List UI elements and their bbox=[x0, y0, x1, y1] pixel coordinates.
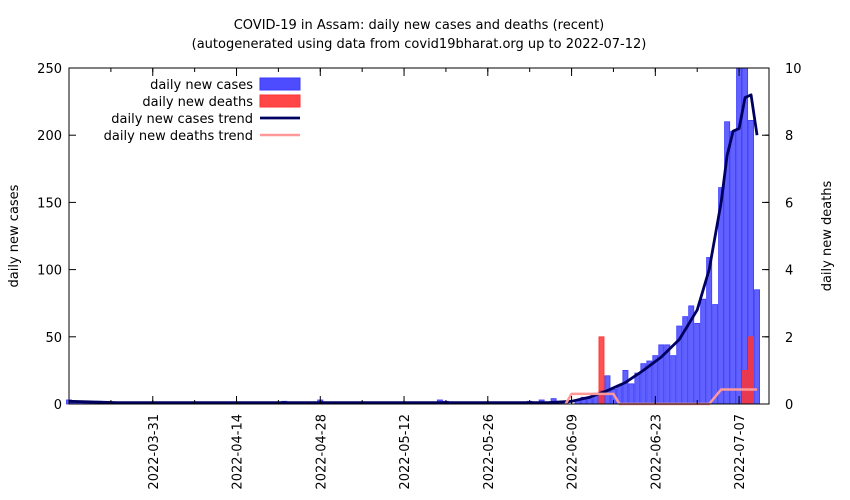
y-tick-label-200: 200 bbox=[37, 129, 62, 144]
case-bar-2022-07-01 bbox=[700, 298, 707, 405]
y-tick-label-100: 100 bbox=[37, 264, 62, 279]
case-bar-2022-07-08 bbox=[742, 67, 749, 405]
case-bar-2022-07-03 bbox=[712, 304, 719, 405]
chart-subtitle: (autogenerated using data from covid19bh… bbox=[192, 37, 647, 52]
y-axis-label: daily new cases bbox=[7, 184, 22, 287]
cases-trend-line bbox=[68, 93, 759, 405]
x-tick-label-2022-06-09: 2022-06-09 bbox=[566, 414, 581, 490]
y-tick-label-0: 0 bbox=[54, 398, 62, 413]
legend-label-3: daily new deaths trend bbox=[104, 129, 253, 144]
y-tick-label-50: 50 bbox=[45, 331, 62, 346]
x-tick-label-2022-05-12: 2022-05-12 bbox=[398, 414, 413, 490]
case-bar-2022-07-06 bbox=[730, 130, 737, 405]
y2-tick-label-6: 6 bbox=[785, 196, 793, 211]
legend-label-2: daily new cases trend bbox=[111, 112, 253, 127]
y-tick-label-250: 250 bbox=[37, 62, 62, 77]
y2-tick-label-4: 4 bbox=[785, 264, 793, 279]
death-bar-2022-07-08 bbox=[742, 369, 749, 405]
axes-layer: 0 50 100 150 200 250 0 2 4 6 8 10 2022-03-31 2022-04-… bbox=[37, 62, 801, 490]
plot-frame bbox=[68, 67, 770, 405]
y-tick-label-150: 150 bbox=[37, 196, 62, 211]
x-tick-label-2022-06-23: 2022-06-23 bbox=[649, 414, 664, 490]
chart-title: COVID-19 in Assam: daily new cases and d… bbox=[234, 18, 605, 33]
death-bar-2022-07-09 bbox=[748, 336, 755, 405]
bars-layer bbox=[66, 67, 760, 405]
case-bar-2022-06-19 bbox=[628, 383, 635, 405]
case-bar-2022-06-30 bbox=[694, 322, 701, 405]
case-bar-2022-06-18 bbox=[622, 369, 629, 405]
x-tick-label-2022-04-14: 2022-04-14 bbox=[231, 414, 246, 490]
legend-label-1: daily new deaths bbox=[142, 95, 253, 110]
case-bar-2022-06-26 bbox=[670, 355, 677, 405]
case-bar-2022-07-10 bbox=[754, 289, 760, 405]
x-tick-label-2022-05-26: 2022-05-26 bbox=[482, 414, 497, 490]
x-tick-label-2022-04-28: 2022-04-28 bbox=[314, 414, 329, 490]
legend-swatch-1 bbox=[259, 94, 301, 108]
y2-axis-label: daily new deaths bbox=[820, 180, 835, 291]
legend: daily new cases daily new deaths daily new… bbox=[104, 77, 301, 144]
y2-tick-label-8: 8 bbox=[785, 129, 793, 144]
case-bar-2022-06-20 bbox=[634, 372, 641, 405]
x-tick-label-2022-07-07: 2022-07-07 bbox=[733, 414, 748, 490]
y2-tick-label-10: 10 bbox=[785, 62, 802, 77]
y2-tick-label-2: 2 bbox=[785, 331, 793, 346]
y2-tick-label-0: 0 bbox=[785, 398, 793, 413]
legend-label-0: daily new cases bbox=[150, 78, 253, 93]
x-tick-label-2022-03-31: 2022-03-31 bbox=[147, 414, 162, 490]
legend-swatch-0 bbox=[259, 77, 301, 91]
case-bar-2022-06-12 bbox=[586, 398, 593, 405]
